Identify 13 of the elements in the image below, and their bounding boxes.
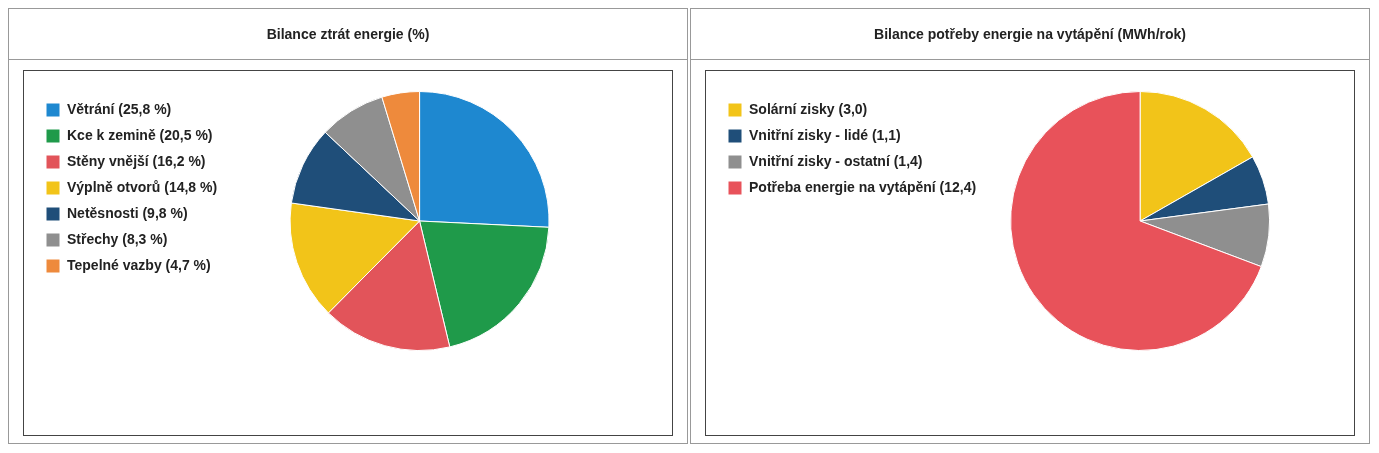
legend-label: Vnitřní zisky - lidé (1,1)	[749, 126, 901, 143]
legend-label: Solární zisky (3,0)	[749, 100, 868, 117]
legend-label: Netěsnosti (9,8 %)	[67, 204, 188, 221]
legend-label: Větrání (25,8 %)	[67, 100, 172, 117]
legend-label: Potřeba energie na vytápění (12,4)	[749, 178, 977, 195]
legend-label: Stěny vnější (16,2 %)	[67, 152, 206, 169]
legend-label: Střechy (8,3 %)	[67, 230, 168, 247]
legend-label: Kce k zemině (20,5 %)	[67, 126, 213, 143]
legend-label: Tepelné vazby (4,7 %)	[67, 256, 211, 273]
chart-title: Bilance potřeby energie na vytápění (MWh/rok)	[691, 9, 1369, 60]
chart-title: Bilance ztrát energie (%)	[9, 9, 687, 60]
legend-label: Výplně otvorů (14,8 %)	[67, 178, 218, 195]
legend-label: Vnitřní zisky - ostatní (1,4)	[749, 152, 923, 169]
